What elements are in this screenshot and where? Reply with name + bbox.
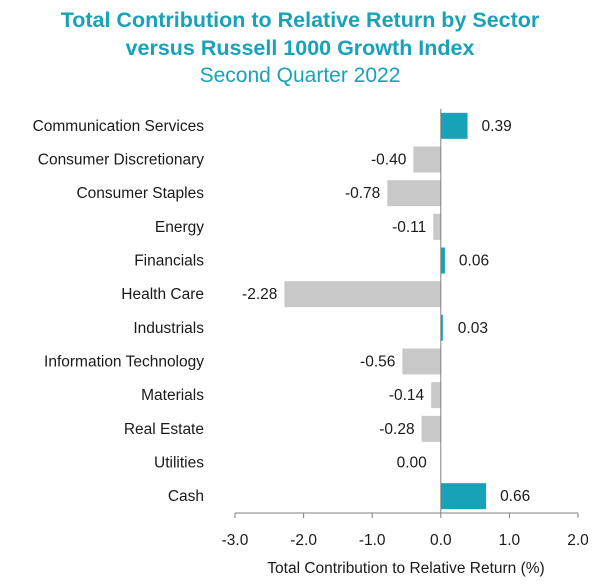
category-label: Industrials xyxy=(133,320,204,337)
chart-title-line-2: versus Russell 1000 Growth Index xyxy=(125,36,475,60)
x-tick-label: 0.0 xyxy=(430,532,452,549)
bar-communication-services xyxy=(440,112,468,139)
bar-real-estate xyxy=(421,415,441,442)
category-label: Information Technology xyxy=(44,354,204,371)
value-label: 0.39 xyxy=(482,118,512,135)
bar-industrials xyxy=(440,314,443,341)
category-label: Consumer Discretionary xyxy=(38,152,204,169)
bar-materials xyxy=(431,382,441,409)
value-label: -0.40 xyxy=(371,152,407,169)
value-label: -0.14 xyxy=(389,387,425,404)
bar-information-technology xyxy=(402,348,441,375)
category-label: Cash xyxy=(168,488,204,505)
category-label: Utilities xyxy=(154,455,204,472)
value-labels-group: 0.39 -0.40 -0.78 -0.11 0.06 -2.28 0.03 -0.56 -0.… xyxy=(242,118,530,505)
x-tick-label: -1.0 xyxy=(359,532,386,549)
x-tick-label: 1.0 xyxy=(499,532,521,549)
bars-group xyxy=(284,112,487,510)
x-ticks-group: -3.0 -2.0 -1.0 0.0 1.0 2.0 xyxy=(222,513,589,549)
value-label: -0.78 xyxy=(345,185,380,202)
bar-health-care xyxy=(284,281,441,308)
x-tick-label: -2.0 xyxy=(290,532,317,549)
value-label: -0.28 xyxy=(379,421,414,438)
x-tick-label: 2.0 xyxy=(567,532,589,549)
bar-consumer-staples xyxy=(387,180,441,207)
category-label: Consumer Staples xyxy=(76,185,204,202)
value-label: -0.11 xyxy=(392,219,426,236)
chart-title-line-1: Total Contribution to Relative Return by… xyxy=(60,8,540,32)
category-label: Communication Services xyxy=(33,118,205,135)
chart-title-block: Total Contribution to Relative Return by… xyxy=(0,6,600,90)
value-label: 0.03 xyxy=(458,320,488,337)
x-tick-label: -3.0 xyxy=(222,532,249,549)
category-label: Energy xyxy=(155,219,204,236)
value-label: 0.00 xyxy=(397,455,428,472)
bar-energy xyxy=(433,213,441,240)
category-label: Real Estate xyxy=(124,421,204,438)
value-label: 0.06 xyxy=(459,253,489,270)
bar-financials xyxy=(440,247,445,274)
value-label: -0.56 xyxy=(360,354,395,371)
value-label: 0.66 xyxy=(500,488,530,505)
category-label: Materials xyxy=(141,387,204,404)
category-label: Financials xyxy=(134,253,204,270)
x-axis-title: Total Contribution to Relative Return (%… xyxy=(267,560,544,577)
value-label: -2.28 xyxy=(242,286,277,303)
bar-cash xyxy=(440,483,487,510)
chart-subtitle: Second Quarter 2022 xyxy=(199,64,401,87)
category-labels-group: Communication Services Consumer Discretio… xyxy=(33,118,205,505)
category-label: Health Care xyxy=(121,286,204,303)
bar-consumer-discretionary xyxy=(413,146,441,173)
